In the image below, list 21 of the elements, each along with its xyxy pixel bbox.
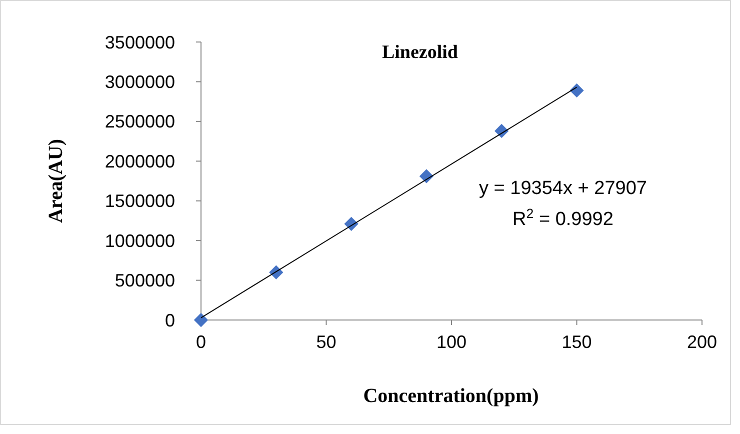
x-tick-label: 50: [316, 332, 336, 352]
y-tick-label: 0: [164, 310, 175, 330]
x-tick-label: 100: [436, 332, 467, 352]
y-tick-label: 2000000: [104, 151, 175, 172]
annotation: R$^{2}$ = 0.9992: [512, 206, 614, 230]
y-tick-label: 1000000: [104, 230, 175, 251]
x-tick-label: 0: [196, 332, 206, 352]
y-tick-label: 1500000: [104, 191, 175, 212]
annotation: y = 19354x + 27907: [479, 178, 647, 199]
y-tick-label: 3000000: [104, 72, 175, 92]
y-tick-label: 3500000: [104, 32, 175, 52]
x-tick-label: 150: [562, 332, 592, 352]
y-axis-title: Area(AU): [45, 138, 67, 224]
point: [570, 83, 584, 98]
chart-title: Linezolid: [382, 42, 458, 63]
x-axis-title: Concentration(ppm): [363, 385, 539, 407]
x-tick-label: 200: [686, 332, 718, 352]
point: [269, 265, 284, 280]
y-tick-label: 2500000: [104, 112, 175, 132]
point: [194, 312, 208, 328]
y-tick-label: 500000: [114, 270, 175, 291]
